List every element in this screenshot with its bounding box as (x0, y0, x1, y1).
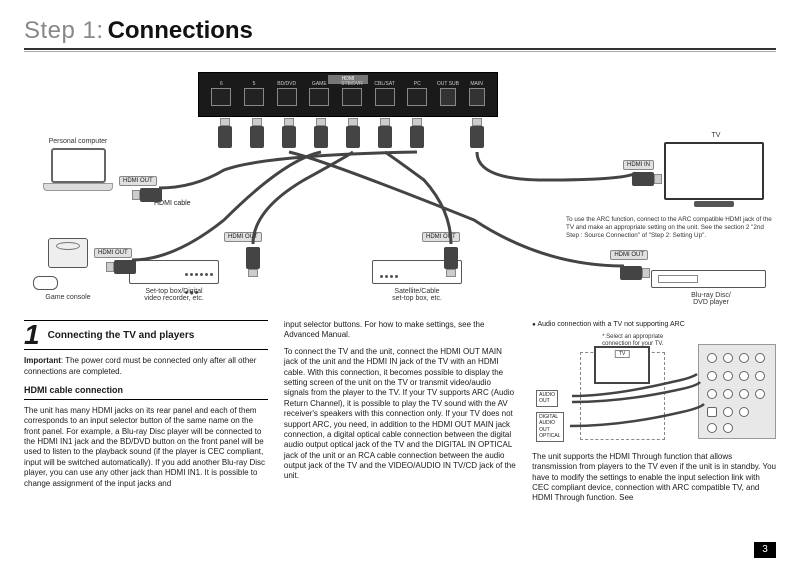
plug-4 (312, 118, 330, 152)
port-sub: OUT SUB (440, 88, 456, 106)
badge-tv-in: HDMI IN (623, 160, 654, 170)
rule-thick (24, 48, 776, 50)
label-console: Game console (32, 294, 104, 301)
connection-diagram: HDMI 6 5 BD/DVD GAME STB/DVR CBL/SAT PC … (24, 60, 776, 320)
page-number: 3 (754, 542, 776, 558)
plug-pc (132, 186, 166, 204)
step-label: Step 1: (24, 17, 104, 45)
section-1-header: 1 Connecting the TV and players (24, 320, 268, 350)
port-5: 5 (244, 88, 264, 106)
port-game: GAME (309, 88, 329, 106)
hdmi-hub: HDMI 6 5 BD/DVD GAME STB/DVR CBL/SAT PC … (198, 72, 498, 117)
label-stb2: Satellite/Cable set-top box, etc. (372, 288, 462, 302)
plug-1 (216, 118, 234, 152)
port-pc: PC (407, 88, 427, 106)
label-pc: Personal computer (38, 138, 118, 145)
plug-7 (408, 118, 426, 152)
rule-thin (24, 51, 776, 52)
badge-pc-out: HDMI OUT (119, 176, 157, 186)
port-main: MAIN (469, 88, 485, 106)
label-tv: TV (701, 132, 731, 139)
plug-console (106, 258, 140, 276)
device-console (38, 238, 98, 278)
page-header: Step 1: Connections (24, 17, 776, 45)
column-1: 1 Connecting the TV and players Importan… (24, 320, 268, 536)
plug-tv (628, 170, 662, 188)
port-cbl: CBL/SAT (375, 88, 395, 106)
column-2: input selector buttons. For how to make … (284, 320, 516, 536)
device-tv (661, 142, 766, 210)
section-number: 1 (24, 324, 40, 346)
badge-bd-out: HDMI OUT (610, 250, 648, 260)
plug-3 (280, 118, 298, 152)
page-title: Connections (108, 17, 253, 45)
mini-diagram: * Select an appropriate connection for y… (532, 334, 776, 446)
device-bd (651, 270, 766, 288)
plug-stb2 (442, 243, 460, 277)
plug-2 (248, 118, 266, 152)
port-6: 6 (211, 88, 231, 106)
plug-main (468, 118, 486, 152)
plug-5 (344, 118, 362, 152)
port-stb: STB/DVR (342, 88, 362, 106)
device-stb1 (129, 260, 219, 284)
badge-stb2-out: HDMI OUT (422, 232, 460, 242)
text-columns: 1 Connecting the TV and players Importan… (24, 320, 776, 536)
badge-console-out: HDMI OUT (94, 248, 132, 258)
label-stb1: Set-top box/Digital video recorder, etc. (129, 288, 219, 302)
badge-stb1-out: HDMI OUT (224, 232, 262, 242)
plug-bd (616, 264, 650, 282)
plug-stb1 (244, 243, 262, 277)
col2-para1: input selector buttons. For how to make … (284, 320, 516, 341)
col2-para2: To connect the TV and the unit, connect … (284, 347, 516, 482)
hdmi-subhead: HDMI cable connection (24, 385, 268, 400)
section-title: Connecting the TV and players (48, 329, 195, 342)
device-laptop (38, 148, 118, 203)
col1-para: The unit has many HDMI jacks on its rear… (24, 406, 268, 489)
label-bd: Blu-ray Disc/ DVD player (666, 292, 756, 306)
plug-6 (376, 118, 394, 152)
col3-para: The unit supports the HDMI Through funct… (532, 452, 776, 504)
arc-bullet: Audio connection with a TV not supportin… (532, 320, 776, 330)
column-3: Audio connection with a TV not supportin… (532, 320, 776, 536)
important-note: Important: The power cord must be connec… (24, 356, 268, 377)
port-bd: BD/DVD (277, 88, 297, 106)
tv-arc-note: To use the ARC function, connect to the … (566, 216, 776, 240)
